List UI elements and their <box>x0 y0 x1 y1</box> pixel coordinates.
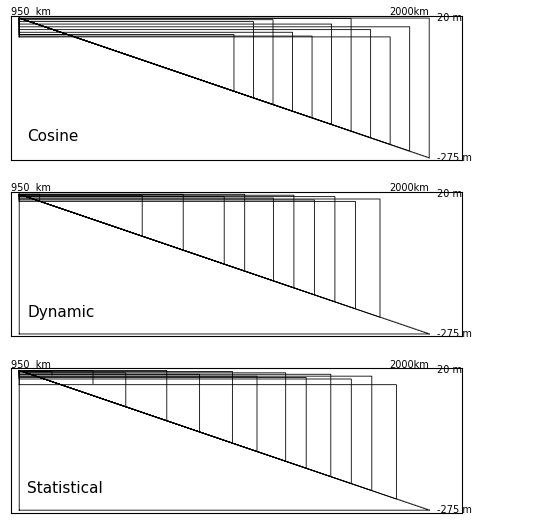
Polygon shape <box>19 18 175 71</box>
Polygon shape <box>19 370 200 432</box>
Text: 2000km: 2000km <box>389 184 429 194</box>
Polygon shape <box>19 18 195 78</box>
Polygon shape <box>19 18 39 27</box>
Polygon shape <box>19 18 410 151</box>
Polygon shape <box>19 194 294 288</box>
Polygon shape <box>19 370 351 484</box>
Text: 20 m: 20 m <box>437 189 463 199</box>
Polygon shape <box>19 370 93 395</box>
Text: 2000km: 2000km <box>389 359 429 370</box>
Polygon shape <box>19 18 117 51</box>
Text: Statistical: Statistical <box>28 481 103 496</box>
Polygon shape <box>19 18 390 144</box>
Polygon shape <box>19 370 306 468</box>
Polygon shape <box>19 370 233 443</box>
Polygon shape <box>19 18 97 44</box>
Polygon shape <box>19 194 224 264</box>
Polygon shape <box>19 194 183 250</box>
Polygon shape <box>19 370 397 499</box>
Polygon shape <box>19 18 371 138</box>
Polygon shape <box>19 18 312 118</box>
Text: Dynamic: Dynamic <box>28 305 95 320</box>
Polygon shape <box>19 194 355 309</box>
Polygon shape <box>19 18 293 111</box>
Polygon shape <box>19 18 351 131</box>
Polygon shape <box>19 194 315 295</box>
Polygon shape <box>19 18 156 65</box>
Polygon shape <box>19 370 372 491</box>
Text: -275 m: -275 m <box>437 505 472 515</box>
Polygon shape <box>19 18 273 105</box>
Polygon shape <box>19 370 285 461</box>
Polygon shape <box>19 18 58 37</box>
Polygon shape <box>19 18 234 91</box>
Polygon shape <box>19 18 254 98</box>
Text: 20 m: 20 m <box>437 366 463 376</box>
Text: Cosine: Cosine <box>28 129 79 143</box>
Polygon shape <box>19 370 331 476</box>
Polygon shape <box>19 370 126 407</box>
Text: 950  km: 950 km <box>11 359 51 370</box>
Polygon shape <box>19 18 214 85</box>
Polygon shape <box>19 370 52 382</box>
Text: -275 m: -275 m <box>437 153 472 163</box>
Polygon shape <box>19 194 245 271</box>
Polygon shape <box>19 194 335 302</box>
Polygon shape <box>19 194 429 334</box>
Polygon shape <box>19 18 136 58</box>
Polygon shape <box>19 194 380 317</box>
Polygon shape <box>19 18 332 124</box>
Polygon shape <box>19 194 40 201</box>
Text: 2000km: 2000km <box>389 7 429 17</box>
Text: 950  km: 950 km <box>11 184 51 194</box>
Text: 950  km: 950 km <box>11 7 51 17</box>
Polygon shape <box>19 194 142 236</box>
Polygon shape <box>19 194 273 281</box>
Polygon shape <box>19 370 257 451</box>
Polygon shape <box>19 18 78 38</box>
Text: 20 m: 20 m <box>437 13 463 23</box>
Polygon shape <box>19 370 167 421</box>
Text: -275 m: -275 m <box>437 329 472 339</box>
Polygon shape <box>19 18 429 158</box>
Polygon shape <box>19 370 429 510</box>
